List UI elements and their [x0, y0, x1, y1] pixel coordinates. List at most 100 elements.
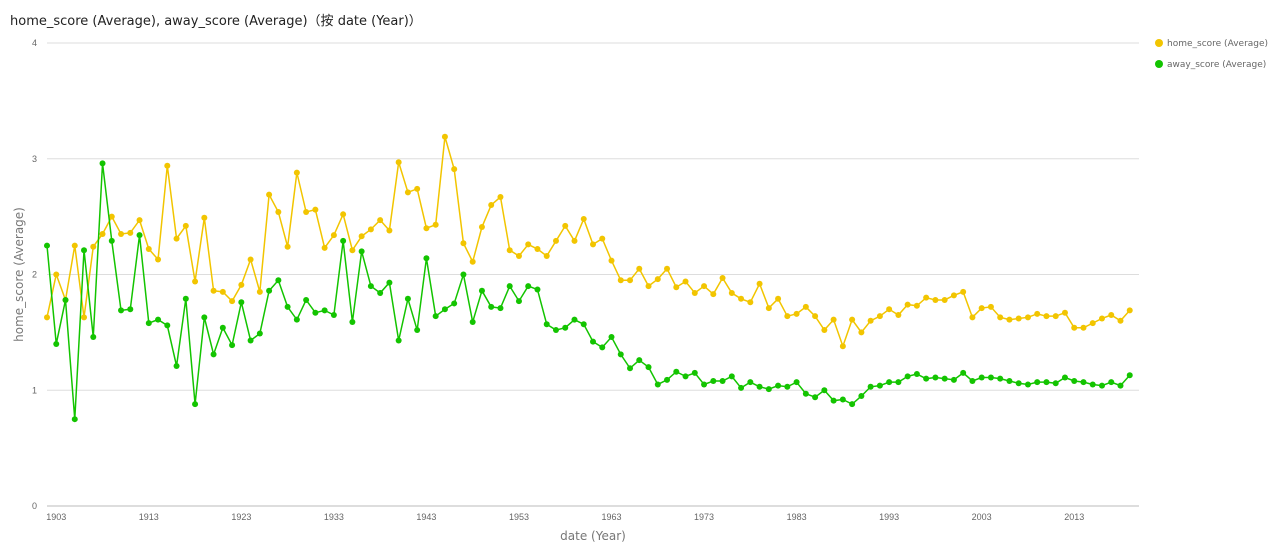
- data-point[interactable]: [349, 247, 356, 254]
- data-point[interactable]: [728, 373, 735, 380]
- data-point[interactable]: [71, 416, 78, 423]
- data-point[interactable]: [432, 313, 439, 320]
- data-point[interactable]: [71, 242, 78, 249]
- data-point[interactable]: [293, 169, 300, 176]
- data-point[interactable]: [765, 386, 772, 393]
- data-point[interactable]: [284, 303, 291, 310]
- data-point[interactable]: [330, 232, 337, 239]
- data-point[interactable]: [155, 256, 162, 263]
- data-point[interactable]: [1015, 315, 1022, 322]
- data-point[interactable]: [617, 277, 624, 284]
- data-point[interactable]: [895, 312, 902, 319]
- legend-item[interactable]: home_score (Average): [1155, 39, 1268, 49]
- data-point[interactable]: [710, 291, 717, 298]
- data-point[interactable]: [627, 365, 634, 372]
- data-point[interactable]: [682, 278, 689, 285]
- data-point[interactable]: [552, 327, 559, 334]
- data-point[interactable]: [303, 296, 310, 303]
- data-point[interactable]: [201, 314, 208, 321]
- data-point[interactable]: [451, 300, 458, 307]
- data-point[interactable]: [1006, 377, 1013, 384]
- data-point[interactable]: [802, 303, 809, 310]
- data-point[interactable]: [247, 256, 254, 263]
- data-point[interactable]: [867, 317, 874, 324]
- data-point[interactable]: [876, 382, 883, 389]
- data-point[interactable]: [53, 271, 60, 278]
- data-point[interactable]: [654, 381, 661, 388]
- data-point[interactable]: [525, 283, 532, 290]
- data-point[interactable]: [173, 235, 180, 242]
- data-point[interactable]: [747, 299, 754, 306]
- data-point[interactable]: [108, 237, 115, 244]
- data-point[interactable]: [497, 193, 504, 200]
- data-point[interactable]: [266, 191, 273, 198]
- data-point[interactable]: [414, 185, 421, 192]
- data-point[interactable]: [534, 286, 541, 293]
- data-point[interactable]: [201, 214, 208, 221]
- data-point[interactable]: [756, 280, 763, 287]
- data-point[interactable]: [543, 252, 550, 259]
- data-point[interactable]: [127, 306, 134, 313]
- data-point[interactable]: [673, 284, 680, 291]
- data-point[interactable]: [1052, 313, 1059, 320]
- data-point[interactable]: [451, 166, 458, 173]
- data-point[interactable]: [210, 287, 217, 294]
- data-point[interactable]: [627, 277, 634, 284]
- data-point[interactable]: [395, 159, 402, 166]
- data-point[interactable]: [506, 283, 513, 290]
- data-point[interactable]: [691, 369, 698, 376]
- data-point[interactable]: [590, 338, 596, 345]
- data-point[interactable]: [321, 244, 328, 251]
- data-point[interactable]: [118, 307, 125, 314]
- data-point[interactable]: [673, 368, 680, 375]
- data-point[interactable]: [1098, 382, 1105, 389]
- data-point[interactable]: [303, 208, 310, 215]
- data-point[interactable]: [552, 237, 559, 244]
- data-point[interactable]: [710, 377, 717, 384]
- data-point[interactable]: [1071, 377, 1078, 384]
- data-point[interactable]: [1089, 320, 1096, 327]
- data-point[interactable]: [367, 226, 374, 233]
- data-point[interactable]: [664, 265, 671, 272]
- data-point[interactable]: [701, 381, 708, 388]
- data-point[interactable]: [830, 316, 837, 323]
- data-point[interactable]: [1126, 372, 1133, 379]
- data-point[interactable]: [923, 294, 930, 301]
- data-point[interactable]: [192, 278, 199, 285]
- data-point[interactable]: [987, 374, 994, 381]
- data-point[interactable]: [1071, 324, 1078, 331]
- data-point[interactable]: [821, 327, 828, 334]
- data-point[interactable]: [1043, 313, 1050, 320]
- data-point[interactable]: [506, 247, 513, 254]
- data-point[interactable]: [580, 215, 587, 222]
- data-point[interactable]: [219, 324, 226, 331]
- data-point[interactable]: [738, 295, 745, 302]
- data-point[interactable]: [858, 329, 865, 336]
- data-point[interactable]: [1108, 312, 1115, 319]
- data-point[interactable]: [256, 288, 263, 295]
- data-point[interactable]: [950, 292, 957, 299]
- data-point[interactable]: [654, 276, 661, 283]
- data-point[interactable]: [488, 303, 495, 310]
- data-point[interactable]: [44, 314, 50, 321]
- data-point[interactable]: [44, 242, 50, 249]
- data-point[interactable]: [358, 248, 365, 255]
- data-point[interactable]: [395, 337, 402, 344]
- data-point[interactable]: [377, 290, 384, 297]
- legend[interactable]: home_score (Average) away_score (Average): [1155, 39, 1268, 70]
- data-point[interactable]: [793, 379, 800, 386]
- data-point[interactable]: [321, 307, 328, 314]
- data-point[interactable]: [136, 217, 143, 224]
- data-point[interactable]: [719, 377, 726, 384]
- data-point[interactable]: [404, 295, 411, 302]
- data-point[interactable]: [210, 351, 217, 358]
- data-point[interactable]: [145, 320, 152, 327]
- data-point[interactable]: [229, 298, 236, 305]
- data-point[interactable]: [886, 306, 893, 313]
- data-point[interactable]: [81, 247, 88, 254]
- data-point[interactable]: [571, 237, 578, 244]
- data-point[interactable]: [118, 230, 125, 237]
- data-point[interactable]: [728, 290, 735, 297]
- data-point[interactable]: [913, 302, 920, 309]
- data-point[interactable]: [1043, 379, 1050, 386]
